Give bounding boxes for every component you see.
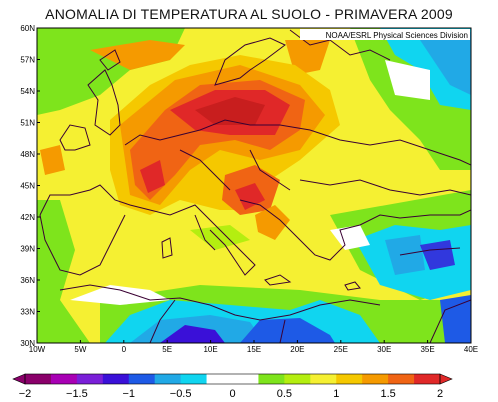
lon-label: 30E [377, 345, 391, 354]
colorbar-swatch [50, 374, 78, 384]
credit-box: NOAA/ESRL Physical Sciences Division [300, 29, 470, 40]
lon-label: 25E [334, 345, 348, 354]
colorbar-right-arrow [439, 373, 453, 385]
lon-label: 10W [29, 345, 46, 354]
colorbar-tick-label: 0 [229, 388, 235, 400]
map-title: ANOMALIA DI TEMPERATURA AL SUOLO - PRIMA… [45, 6, 453, 22]
colorbar-tick-label: 1.5 [380, 388, 395, 400]
colorbar-swatch [388, 374, 415, 384]
lon-label: 40E [464, 345, 478, 354]
colorbar-swatch [128, 374, 156, 384]
colorbar-swatch [310, 374, 337, 384]
lat-label: 45N [20, 182, 35, 191]
colorbar-tick-label: −1.5 [66, 388, 88, 400]
colorbar-frame [24, 373, 441, 385]
colorbar: −2 −1.5 −1 −0.5 0 0.5 1 1.5 2 [12, 373, 453, 400]
colorbar-tick-label: −1 [122, 388, 135, 400]
colorbar-tick-label: −2 [19, 388, 32, 400]
colorbar-swatch [284, 374, 311, 384]
lat-label: 54N [20, 87, 35, 96]
colorbar-swatch [154, 374, 182, 384]
colorbar-tick-label: 2 [437, 388, 443, 400]
colorbar-swatch [102, 374, 130, 384]
lat-label: 30N [20, 339, 35, 348]
colorbar-left-arrow [12, 373, 26, 385]
credit-label: NOAA/ESRL Physical Sciences Division [326, 31, 468, 40]
lat-label: 42N [20, 213, 35, 222]
colorbar-swatch [206, 374, 233, 384]
lat-label: 36N [20, 276, 35, 285]
lon-label: 10E [203, 345, 217, 354]
lon-label: 35E [420, 345, 434, 354]
colorbar-swatch [25, 374, 52, 384]
colorbar-swatch [232, 374, 259, 384]
lat-label: 33N [20, 308, 35, 317]
colorbar-swatch [258, 374, 285, 384]
lon-label: 20E [290, 345, 304, 354]
colorbar-swatch [414, 374, 441, 384]
colorbar-swatch [180, 374, 208, 384]
lat-label: 51N [20, 119, 35, 128]
lat-label: 48N [20, 150, 35, 159]
coastlines-borders [39, 29, 471, 343]
colorbar-tick-label: 0.5 [277, 388, 292, 400]
lat-label: 60N [20, 24, 35, 33]
colorbar-swatch [362, 374, 389, 384]
colorbar-swatch [76, 374, 104, 384]
longitude-axis: 10W 5W 0 5E 10E 15E 20E 25E 30E 35E 40E [29, 340, 478, 354]
colorbar-tick-label: −0.5 [170, 388, 192, 400]
colorbar-swatch [336, 374, 363, 384]
colorbar-tick-label: 1 [333, 388, 339, 400]
anomaly-field [37, 28, 471, 343]
lon-label: 15E [247, 345, 261, 354]
lon-label: 0 [122, 345, 127, 354]
lat-label: 39N [20, 245, 35, 254]
lon-label: 5W [74, 345, 86, 354]
lon-label: 5E [162, 345, 172, 354]
latitude-axis: 30N 33N 36N 39N 42N 45N 48N 51N 54N 57N 60N [20, 24, 40, 348]
lat-label: 57N [20, 56, 35, 65]
